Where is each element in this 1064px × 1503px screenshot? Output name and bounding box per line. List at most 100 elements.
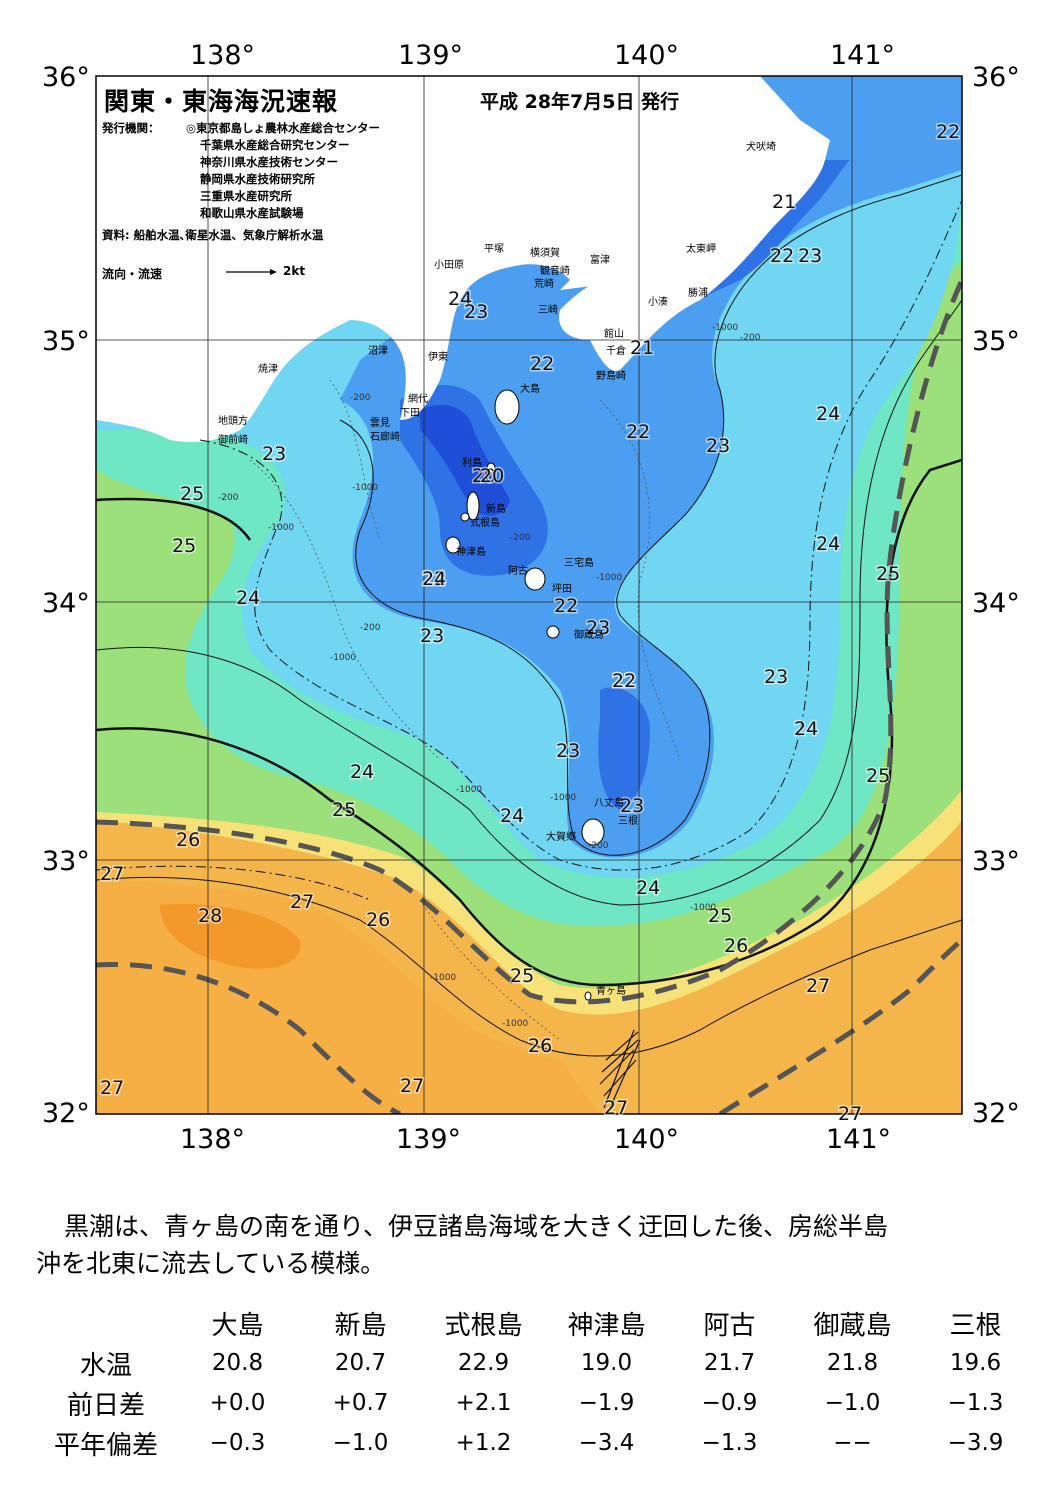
isotherm-label: 23 <box>620 795 644 817</box>
isotherm-label: 24 <box>794 718 818 740</box>
isotherm-label: 23 <box>586 617 610 639</box>
place-name: 神津島 <box>456 545 486 558</box>
lat-left-tick: 35° <box>42 326 90 357</box>
table-cell: −1.3 <box>701 1430 758 1456</box>
lat-right-tick: 32° <box>972 1098 1020 1129</box>
depth-contour-label: -1000 <box>352 483 378 493</box>
isotherm-26b <box>96 865 371 901</box>
table-col-header: 新島 <box>334 1310 387 1341</box>
current-vectors <box>599 1029 641 1109</box>
lon-top-tick: 140° <box>614 40 679 71</box>
axis-labels: 138° 139° 140° 141° 138° 139° 140° 141° … <box>42 40 1020 1155</box>
isotherm-label: 23 <box>464 301 488 323</box>
isotherm-label: 25 <box>876 563 900 585</box>
table-cell: −3.4 <box>578 1430 635 1456</box>
isotherm-label: 26 <box>724 935 748 957</box>
lon-bottom-tick: 140° <box>614 1124 679 1155</box>
isotherm-label: 23 <box>764 666 788 688</box>
isotherm-label: 24 <box>816 533 840 555</box>
isotherm-23 <box>199 199 962 871</box>
table-cell: 19.6 <box>949 1350 1002 1376</box>
temp-zone-27c <box>96 880 600 1114</box>
place-name: 千倉 <box>606 344 626 357</box>
current-arrow <box>609 1039 641 1109</box>
land-kanto <box>96 76 962 371</box>
lat-left-tick: 36° <box>42 62 90 93</box>
table-cell: 21.7 <box>703 1350 756 1376</box>
table-cell: 19.0 <box>580 1350 633 1376</box>
island-kozushima <box>445 536 461 554</box>
issue-date: 平成 28年7月5日 発行 <box>480 91 680 113</box>
temp-zone-20 <box>420 404 510 516</box>
current-arrow <box>605 1031 639 1061</box>
lon-bottom-tick: 139° <box>396 1124 461 1155</box>
isotherm-label: 24 <box>350 761 374 783</box>
depth-200-a <box>329 379 381 541</box>
place-name: 新島 <box>486 502 506 515</box>
isotherm-label: 21 <box>772 191 796 213</box>
isotherm-label: 25 <box>332 799 356 821</box>
isotherm-label: 28 <box>198 905 222 927</box>
lat-left-tick: 33° <box>42 846 90 877</box>
caption-line-1: 黒潮は、青ヶ島の南を通り、伊豆諸島海域を大きく迂回した後、房総半島 <box>64 1212 889 1241</box>
table-col-header: 三根 <box>949 1310 1002 1341</box>
isotherm-label: 24 <box>422 568 446 590</box>
island-oshima <box>494 389 520 425</box>
current-arrow <box>601 1039 639 1073</box>
isotherm-26 <box>96 876 962 1057</box>
depth-contour-label: -1000 <box>690 903 716 913</box>
place-name: 大島 <box>520 382 540 395</box>
lat-left-tick: 34° <box>42 588 90 619</box>
isotherm-label: 27 <box>838 1103 862 1125</box>
lon-top-tick: 141° <box>830 40 895 71</box>
temperature-fill <box>96 76 962 1114</box>
isotherm-label: 25 <box>866 765 890 787</box>
place-name: 八丈島 <box>594 796 624 809</box>
legend-label: 流向・流速 <box>102 267 163 281</box>
place-name: 沼津 <box>368 344 388 357</box>
place-name: 下田 <box>400 408 420 419</box>
isotherm-label: 24 <box>636 877 660 899</box>
isotherm-label: 23 <box>706 435 730 457</box>
depth-contour-label: -200 <box>740 333 761 343</box>
place-name: 小湊 <box>648 295 668 308</box>
island-niijima <box>466 491 480 521</box>
place-name: 三宅島 <box>564 556 594 569</box>
place-name: 平塚 <box>484 243 504 255</box>
isotherm-24 <box>96 299 962 906</box>
isotherm-label: 27 <box>100 863 124 885</box>
table-cell: +2.1 <box>455 1390 512 1416</box>
isotherm-label: 25 <box>172 535 196 557</box>
island-mikurajima <box>546 625 560 639</box>
depth-contour-label: -1000 <box>268 523 294 533</box>
table-header-row: 大島 新島 式根島 神津島 阿古 御蔵島 三根 <box>36 1303 1037 1343</box>
isotherm-label: 25 <box>180 483 204 505</box>
kuroshio-south-east <box>718 938 962 1114</box>
lat-right-tick: 36° <box>972 62 1020 93</box>
map-title: 関東・東海海況速報 <box>104 87 339 116</box>
depth-contour-label: -1000 <box>430 973 456 983</box>
issuer-item: 三重県水産研究所 <box>200 189 292 203</box>
table-cell: −0.9 <box>701 1390 758 1416</box>
table-row: 前日差 +0.0 +0.7 +2.1 −1.9 −0.9 −1.0 −1.3 <box>36 1383 1037 1423</box>
lon-top-tick: 138° <box>190 40 255 71</box>
lat-right-tick: 35° <box>972 326 1020 357</box>
table-row: 水温 20.8 20.7 22.9 19.0 21.7 21.8 19.6 <box>36 1343 1037 1383</box>
island-shikinejima <box>460 512 470 522</box>
table-cell: −1.0 <box>824 1390 881 1416</box>
table-cell: 20.7 <box>334 1350 387 1376</box>
depth-contour-label: -200 <box>510 533 531 543</box>
table-col-header: 阿古 <box>703 1310 756 1341</box>
isotherm-label: 27 <box>604 1097 628 1119</box>
issuer-label: 発行機関： <box>102 121 160 135</box>
isotherm-label: 24 <box>236 587 260 609</box>
place-name: 勝浦 <box>688 286 708 299</box>
place-name: 犬吠埼 <box>746 140 776 153</box>
isotherm-label: 22 <box>612 670 636 692</box>
lat-right-tick: 33° <box>972 846 1020 877</box>
lon-top-tick: 139° <box>398 40 463 71</box>
isotherm-label: 22 <box>530 353 554 375</box>
graticule <box>96 76 962 1114</box>
